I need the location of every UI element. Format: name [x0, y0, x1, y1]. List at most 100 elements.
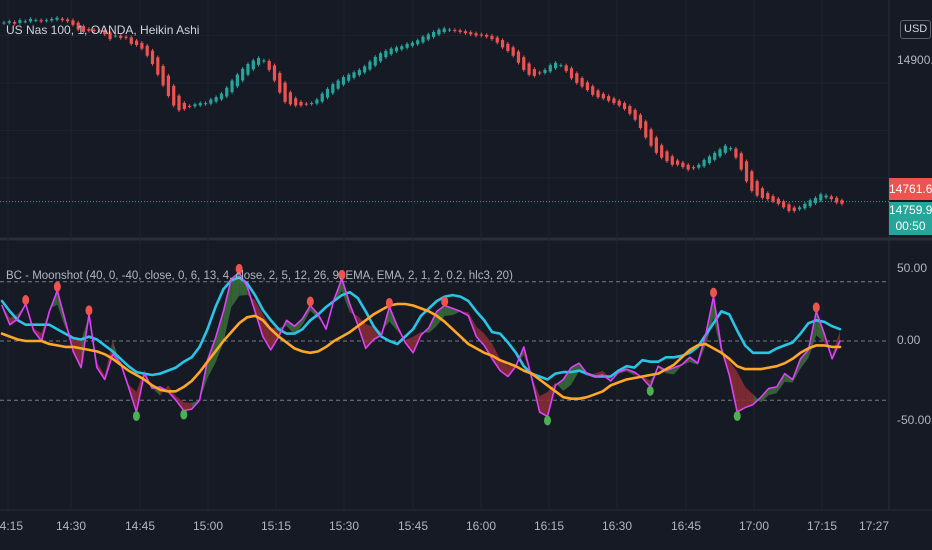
currency-label[interactable]: USD	[900, 20, 932, 39]
sell-signal-dot	[385, 297, 393, 308]
candle-body	[182, 102, 186, 110]
candle-body	[622, 103, 627, 110]
candle-body	[797, 207, 802, 210]
time-tick: 15:00	[192, 519, 224, 533]
cloud-segment	[800, 349, 809, 369]
sell-signal-dot	[338, 269, 346, 280]
candle-body	[840, 200, 844, 204]
time-tick: 16:15	[533, 519, 565, 533]
candle-body	[241, 68, 245, 81]
cloud-segment	[476, 326, 485, 346]
candle-body	[97, 30, 102, 32]
candle-body	[522, 57, 526, 70]
candle-body	[103, 30, 107, 35]
candle-body	[134, 40, 139, 46]
candle-body	[352, 72, 356, 78]
candle-body	[670, 156, 674, 165]
sell-signal-dot	[235, 263, 243, 274]
candle-body	[527, 63, 531, 75]
candle-body	[776, 198, 780, 204]
candle-body	[792, 207, 796, 211]
candle-body	[569, 68, 574, 79]
candle-body	[294, 98, 298, 106]
candle-body	[601, 93, 605, 99]
candle-body	[129, 37, 133, 44]
candle-body	[580, 78, 584, 87]
cloud-segment	[484, 333, 493, 359]
candle-body	[463, 31, 468, 34]
candle-body	[755, 181, 759, 196]
indicator-tick: 0.00	[897, 333, 921, 347]
indicator-tick: 50.00	[897, 261, 928, 275]
cloud-segment	[768, 386, 777, 396]
candle-body	[442, 28, 446, 33]
cloud-segment	[112, 340, 121, 365]
candle-body	[378, 53, 383, 62]
candle-body	[691, 167, 696, 169]
indicator-title[interactable]: BC - Moonshot (40, 0, -40, close, 0, 6, …	[6, 270, 513, 282]
candle-body	[283, 82, 287, 102]
candle-body	[2, 22, 6, 24]
candle-body	[310, 103, 314, 105]
time-tick: 15:45	[397, 519, 429, 533]
candle-body	[713, 152, 717, 160]
time-tick: 16:30	[601, 519, 633, 533]
candle-body	[739, 153, 743, 170]
cloud-segment	[571, 363, 580, 385]
candle-body	[363, 66, 367, 73]
candle-body	[405, 43, 409, 48]
candle-body	[447, 29, 452, 31]
candle-body	[166, 75, 171, 96]
cloud-segment	[832, 330, 840, 359]
candle-body	[81, 26, 86, 32]
candle-body	[60, 18, 64, 21]
candle-body	[92, 29, 96, 31]
candle-body	[357, 69, 361, 76]
buy-signal-dot	[646, 385, 654, 396]
candle-body	[315, 99, 319, 104]
candle-body	[511, 47, 515, 56]
candle-body	[575, 73, 579, 83]
candle-body	[262, 60, 266, 62]
candle-body	[750, 171, 754, 191]
candle-body	[638, 114, 643, 128]
candle-body	[347, 74, 351, 81]
candle-body	[485, 34, 489, 37]
candle-body	[729, 148, 733, 150]
candle-body	[410, 42, 414, 46]
candle-body	[808, 200, 812, 207]
candle-body	[145, 45, 149, 56]
candle-body	[591, 86, 595, 95]
time-tick: 17:00	[738, 519, 770, 533]
candle-body	[18, 20, 22, 23]
candle-body	[113, 35, 117, 37]
candle-body	[813, 197, 818, 204]
candle-body	[400, 46, 404, 50]
candle-body	[553, 62, 558, 69]
sell-signal-dot	[22, 295, 30, 305]
candle-body	[71, 20, 75, 25]
candle-body	[649, 129, 653, 146]
sell-signal-dot	[710, 287, 718, 298]
candle-body	[718, 149, 722, 157]
time-tick: 17:15	[806, 519, 838, 533]
candle-body	[28, 18, 33, 22]
price-tick: 14900.0	[897, 53, 932, 67]
candle-body	[225, 87, 229, 97]
candle-body	[272, 65, 277, 81]
candle-body	[230, 80, 234, 93]
candle-body	[421, 36, 425, 43]
candle-body	[203, 103, 208, 105]
time-tick: 15:30	[328, 519, 360, 533]
candle-body	[633, 109, 637, 120]
candle-body	[628, 106, 632, 114]
candle-body	[432, 31, 436, 37]
candle-body	[66, 19, 70, 22]
candle-body	[723, 145, 727, 153]
cloud-segment	[168, 385, 176, 401]
candle-body	[87, 29, 91, 31]
candle-body	[437, 29, 441, 35]
candle-body	[596, 90, 600, 98]
